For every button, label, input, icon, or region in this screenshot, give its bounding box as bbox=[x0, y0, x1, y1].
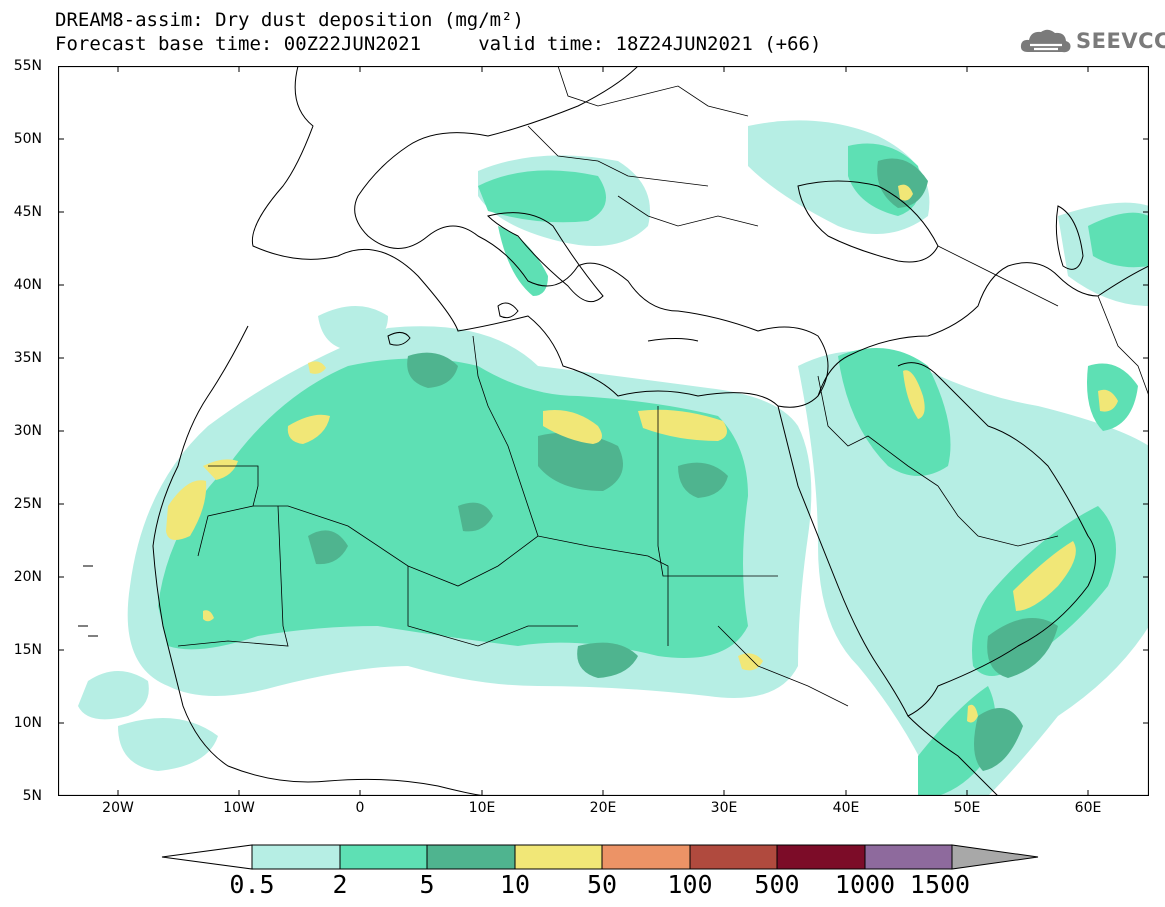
logo-text: SEEVCCC bbox=[1076, 29, 1165, 53]
borders bbox=[177, 66, 1149, 707]
lon-label: 40E bbox=[832, 800, 860, 816]
coastlines bbox=[78, 66, 1149, 796]
colorbar-label: 10 bbox=[499, 870, 531, 899]
lat-label: 25N bbox=[13, 496, 42, 512]
colorbar-label: 2 bbox=[332, 870, 348, 899]
colorbar-bin bbox=[514, 844, 603, 870]
dust-map bbox=[58, 66, 1149, 796]
colorbar-label: 0.5 bbox=[229, 870, 275, 899]
colorbar-bin bbox=[251, 844, 341, 870]
map-title: DREAM8-assim: Dry dust deposition (mg/m²… bbox=[55, 9, 524, 31]
colorbar-bin bbox=[426, 844, 516, 870]
lat-label: 30N bbox=[13, 423, 42, 439]
lat-label: 15N bbox=[13, 642, 42, 658]
colorbar-bin bbox=[339, 844, 428, 870]
lon-label: 10W bbox=[223, 800, 255, 816]
colorbar-label: 100 bbox=[667, 870, 713, 899]
colorbar-under-arrow bbox=[161, 844, 253, 870]
lon-label: 30E bbox=[710, 800, 738, 816]
lon-label: 20W bbox=[102, 800, 134, 816]
forecast-time-line: Forecast base time: 00Z22JUN2021 valid t… bbox=[55, 33, 822, 55]
lat-label: 5N bbox=[22, 788, 42, 804]
lat-label: 40N bbox=[13, 277, 42, 293]
lat-label: 20N bbox=[13, 569, 42, 585]
colorbar-label: 5 bbox=[419, 870, 435, 899]
colorbar-bin bbox=[689, 844, 778, 870]
colorbar-bin bbox=[601, 844, 691, 870]
colorbar-bin bbox=[864, 844, 953, 870]
colorbar-label: 1000 bbox=[834, 870, 896, 899]
colorbar bbox=[161, 844, 1039, 870]
lat-label: 50N bbox=[13, 131, 42, 147]
lon-label: 0 bbox=[355, 800, 365, 816]
dust-field bbox=[78, 120, 1149, 796]
seevccc-logo: SEEVCCC bbox=[1018, 26, 1165, 56]
lon-label: 10E bbox=[468, 800, 496, 816]
colorbar-label: 1500 bbox=[909, 870, 971, 899]
cloud-logo-icon bbox=[1020, 29, 1071, 53]
lon-label: 50E bbox=[953, 800, 981, 816]
lon-label: 20E bbox=[589, 800, 617, 816]
lat-label: 45N bbox=[13, 204, 42, 220]
lon-label: 60E bbox=[1074, 800, 1102, 816]
axis-ticks bbox=[58, 66, 1149, 796]
colorbar-label: 500 bbox=[754, 870, 800, 899]
map-border bbox=[58, 66, 1149, 796]
dust-level-4 bbox=[166, 184, 1118, 723]
colorbar-label: 50 bbox=[586, 870, 618, 899]
lat-label: 35N bbox=[13, 350, 42, 366]
lat-label: 10N bbox=[13, 715, 42, 731]
colorbar-over-arrow bbox=[951, 844, 1039, 870]
lat-label: 55N bbox=[13, 58, 42, 74]
colorbar-bin bbox=[776, 844, 866, 870]
